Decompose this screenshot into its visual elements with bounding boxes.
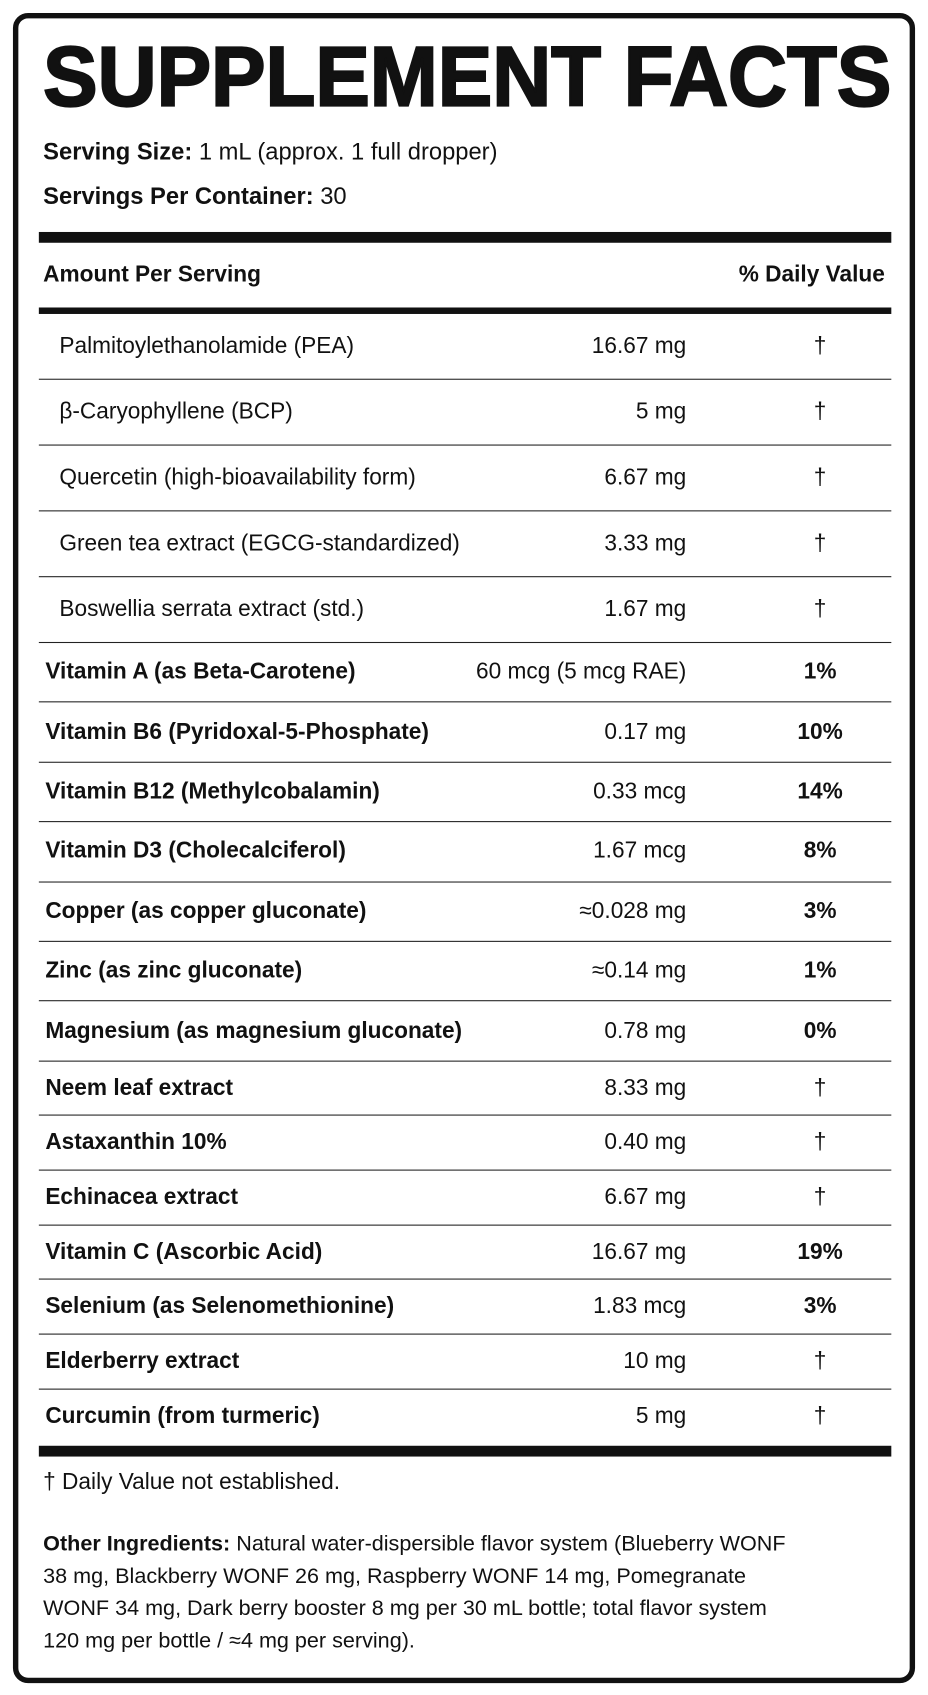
ingredient-amount: ≈0.028 mg <box>579 898 687 924</box>
ingredient-amount: 3.33 mg <box>604 530 687 556</box>
servings-per-container: Servings Per Container: 30 <box>43 182 346 210</box>
ingredient-row: Vitamin B12 (Methylcobalamin) 0.33 mcg 14% <box>38 763 892 823</box>
ingredient-row: Elderberry extract 10 mg † <box>38 1335 892 1390</box>
ingredient-amount: 0.40 mg <box>604 1129 687 1155</box>
ingredient-name: Green tea extract (EGCG-standardized) <box>59 530 460 556</box>
ingredient-row: Copper (as copper gluconate) ≈0.028 mg 3% <box>38 882 892 942</box>
ingredient-row: Zinc (as zinc gluconate) ≈0.14 mg 1% <box>38 942 892 1002</box>
ingredient-row: Curcumin (from turmeric) 5 mg † <box>45 1403 827 1429</box>
ingredient-amount: 16.67 mg <box>591 333 687 359</box>
ingredient-amount: 6.67 mg <box>604 1184 687 1210</box>
ingredient-name: Selenium (as Selenomethionine) <box>45 1293 395 1319</box>
ingredient-row: Vitamin A (as Beta-Carotene) 60 mcg (5 mc… <box>38 643 892 703</box>
header-daily-value: % Daily Value <box>738 262 885 287</box>
ingredient-name: Vitamin B6 (Pyridoxal-5-Phosphate) <box>45 719 429 745</box>
other-label: Other Ingredients: <box>43 1532 231 1556</box>
serving-size-label: Serving Size: <box>43 138 193 166</box>
ingredient-row: Vitamin B6 (Pyridoxal-5-Phosphate) 0.17 m… <box>38 703 892 763</box>
ingredient-name: Vitamin C (Ascorbic Acid) <box>45 1239 323 1265</box>
ingredient-amount: 1.67 mcg <box>593 838 687 864</box>
ingredient-amount: 1.83 mcg <box>593 1293 687 1319</box>
ingredient-amount: 0.33 mcg <box>593 778 687 804</box>
ingredient-amount: 8.33 mg <box>604 1075 687 1101</box>
ingredient-name: Echinacea extract <box>45 1184 239 1210</box>
ingredient-amount: 60 mcg (5 mcg RAE) <box>475 659 687 685</box>
ingredient-name: Vitamin B12 (Methylcobalamin) <box>45 778 380 804</box>
ingredient-row: Vitamin D3 (Cholecalciferol) 1.67 mcg 8% <box>38 822 892 883</box>
ingredient-row: Palmitoylethanolamide (PEA) 16.67 mg † <box>38 314 892 380</box>
ingredient-row: β-Caryophyllene (BCP) 5 mg † <box>38 380 892 446</box>
ingredient-name: Boswellia serrata extract (std.) <box>59 596 365 622</box>
ingredient-rows: Palmitoylethanolamide (PEA) 16.67 mg † β-Ca… <box>38 314 892 1444</box>
ingredient-amount: 16.67 mg <box>591 1239 687 1265</box>
ingredient-amount: 5 mg <box>635 399 687 425</box>
title-svg: SUPPLEMENT FACTS <box>42 32 892 118</box>
ingredient-row: Selenium (as Selenomethionine) 1.83 mcg 3% <box>38 1280 892 1335</box>
header-amount: Amount Per Serving <box>43 262 262 287</box>
ingredient-row: Boswellia serrata extract (std.) 1.67 mg † <box>38 577 892 644</box>
ingredient-name: Astaxanthin 10% <box>45 1129 227 1155</box>
servings-value: 30 <box>320 182 347 210</box>
ingredient-amount: 5 mg <box>635 1403 687 1429</box>
other-ingredients: Other Ingredients: Natural water-dispers… <box>43 1528 798 1657</box>
thick-rule <box>38 1445 892 1457</box>
ingredient-row: Neem leaf extract 8.33 mg † <box>38 1061 892 1117</box>
servings-label: Servings Per Container: <box>43 182 314 210</box>
ingredient-name: Zinc (as zinc gluconate) <box>45 958 303 984</box>
ingredient-amount: 0.78 mg <box>604 1018 687 1043</box>
ingredient-name: Magnesium (as magnesium gluconate) <box>45 1018 463 1043</box>
ingredient-amount: ≈0.14 mg <box>591 958 687 984</box>
ingredient-row: Green tea extract (EGCG-standardized) 3.3… <box>38 511 892 578</box>
ingredient-row: Vitamin C (Ascorbic Acid) 16.67 mg 19% <box>38 1225 892 1281</box>
ingredient-name: Elderberry extract <box>45 1348 240 1374</box>
serving-size: Serving Size: 1 mL (approx. 1 full dropp… <box>43 138 497 166</box>
ingredient-name: β-Caryophyllene (BCP) <box>59 399 293 425</box>
footnote: † Daily Value not established. <box>43 1469 341 1495</box>
other-text: Natural water-dispersible flavor system … <box>43 1532 786 1653</box>
ingredient-name: Copper (as copper gluconate) <box>45 898 367 924</box>
ingredient-name: Quercetin (high-bioavailability form) <box>59 465 416 490</box>
ingredient-name: Vitamin A (as Beta-Carotene) <box>45 659 356 685</box>
medium-rule <box>38 307 892 314</box>
ingredient-row: Magnesium (as magnesium gluconate) 0.78 m… <box>38 1002 892 1062</box>
ingredient-row: Quercetin (high-bioavailability form) 6.6… <box>38 446 892 512</box>
ingredient-amount: 10 mg <box>623 1348 687 1374</box>
serving-size-value: 1 mL (approx. 1 full dropper) <box>198 138 498 166</box>
ingredient-row: Astaxanthin 10% 0.40 mg † <box>38 1116 892 1171</box>
ingredient-amount: 1.67 mg <box>604 596 687 622</box>
ingredient-name: Vitamin D3 (Cholecalciferol) <box>45 838 346 864</box>
title: SUPPLEMENT FACTS <box>43 32 891 118</box>
ingredient-amount: 0.17 mg <box>604 719 687 745</box>
ingredient-amount: 6.67 mg <box>604 465 687 490</box>
ingredient-row: Echinacea extract 6.67 mg † <box>38 1171 892 1226</box>
ingredient-name: Palmitoylethanolamide (PEA) <box>59 333 355 359</box>
label-border <box>12 12 916 1684</box>
thick-rule <box>38 231 892 243</box>
ingredient-name: Curcumin (from turmeric) <box>45 1403 320 1429</box>
ingredient-name: Neem leaf extract <box>45 1075 234 1101</box>
